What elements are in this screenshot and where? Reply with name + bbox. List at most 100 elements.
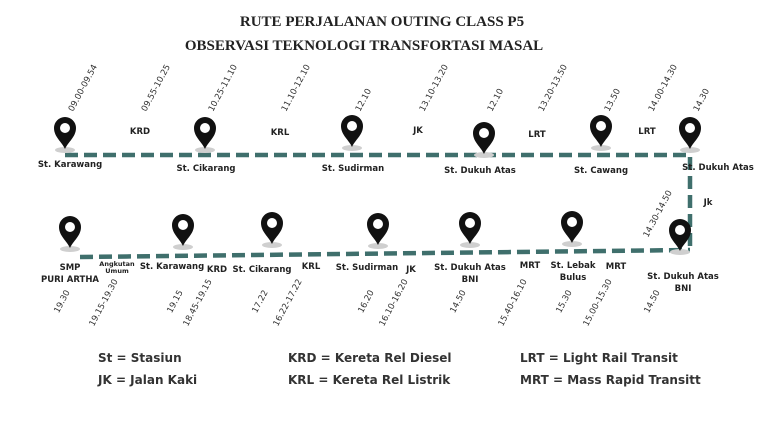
- pin-hole: [567, 217, 577, 227]
- pin-hole: [479, 128, 489, 138]
- pin-hole: [685, 123, 695, 133]
- legend-entry: LRT = Light Rail Transit: [520, 351, 678, 365]
- label-line: MRT: [606, 262, 627, 272]
- pin-shadow: [680, 147, 700, 153]
- label-line: JK: [405, 265, 416, 275]
- route: [65, 152, 693, 260]
- label: JK: [412, 126, 423, 136]
- label-line: St. Dukuh Atas: [647, 272, 719, 282]
- pin-hole: [178, 220, 188, 230]
- label-line: St. Karawang: [140, 262, 204, 272]
- pin-shadow: [562, 241, 582, 247]
- label-line: BNI: [675, 284, 692, 294]
- label-line: LRT: [638, 127, 656, 137]
- label-line: St. Cikarang: [177, 164, 236, 174]
- pin-hole: [60, 123, 70, 133]
- pin: [561, 211, 583, 247]
- label-line: Bulus: [560, 273, 587, 283]
- route-line: [79, 247, 691, 260]
- label: St. Karawang: [38, 160, 102, 170]
- label-line: JK: [412, 126, 423, 136]
- label: KRD: [207, 265, 227, 275]
- title-line: RUTE PERJALANAN OUTING CLASS P5: [240, 14, 524, 30]
- pin-shadow: [195, 147, 215, 153]
- label: St. Cikarang: [233, 265, 292, 275]
- label-line: PURI ARTHA: [41, 275, 99, 285]
- label: St. Dukuh Atas BNI: [647, 272, 719, 294]
- legend-entry: MRT = Mass Rapid Transitt: [520, 373, 701, 387]
- label: MRT: [520, 261, 541, 271]
- label-line: SMP: [60, 263, 81, 273]
- label-line: KRL: [302, 262, 321, 272]
- pin-hole: [347, 121, 357, 131]
- pin-shadow: [591, 145, 611, 151]
- label-line: St. Sudirman: [336, 263, 398, 273]
- label: KRL: [271, 128, 290, 138]
- label: Angkutan Umum: [99, 260, 135, 275]
- label: St. Sudirman: [322, 164, 384, 174]
- label-line: MRT: [520, 261, 541, 271]
- pin-hole: [65, 222, 75, 232]
- pin-hole: [267, 218, 277, 228]
- label-line: St. Karawang: [38, 160, 102, 170]
- label-line: KRD: [130, 127, 150, 137]
- legend-entry: St = Stasiun: [98, 351, 182, 365]
- pin-hole: [675, 225, 685, 235]
- pin-shadow: [262, 242, 282, 248]
- label-line: KRD: [207, 265, 227, 275]
- label-line: St. Sudirman: [322, 164, 384, 174]
- pin-shadow: [55, 147, 75, 153]
- legend-entry: KRD = Kereta Rel Diesel: [288, 351, 451, 365]
- label: JK: [405, 265, 416, 275]
- pin: [172, 214, 194, 250]
- pin: [367, 213, 389, 249]
- pin: [261, 212, 283, 248]
- label-line: St. Lebak: [550, 261, 595, 271]
- label: KRL: [302, 262, 321, 272]
- label: St. Dukuh Atas: [682, 163, 754, 173]
- label-line: Angkutan: [99, 260, 135, 268]
- label-line: St. Dukuh Atas: [444, 166, 516, 176]
- pin-shadow: [460, 242, 480, 248]
- pin-shadow: [60, 246, 80, 252]
- label-line: St. Dukuh Atas: [434, 263, 506, 273]
- label-line: BNI: [462, 275, 479, 285]
- label: LRT: [528, 130, 546, 140]
- pin-shadow: [342, 145, 362, 151]
- title-line: OBSERVASI TEKNOLOGI TRANSFORTASI MASAL: [185, 38, 543, 54]
- pin-hole: [465, 218, 475, 228]
- label-line: Jk: [703, 198, 713, 208]
- label: St. Dukuh Atas: [444, 166, 516, 176]
- pin: [54, 117, 76, 153]
- label-line: LRT: [528, 130, 546, 140]
- label: St. Cikarang: [177, 164, 236, 174]
- pin-shadow: [173, 244, 193, 250]
- label: St. Dukuh Atas BNI: [434, 263, 506, 285]
- label: LRT: [638, 127, 656, 137]
- label: St. Karawang: [140, 262, 204, 272]
- pin-hole: [596, 121, 606, 131]
- label: MRT: [606, 262, 627, 272]
- label: KRD: [130, 127, 150, 137]
- pin: [59, 216, 81, 252]
- label-line: St. Cikarang: [233, 265, 292, 275]
- pin-shadow: [670, 249, 690, 255]
- label: St. Cawang: [574, 166, 628, 176]
- pin-hole: [200, 123, 210, 133]
- label: SMP PURI ARTHA: [41, 263, 99, 285]
- legend-entry: JK = Jalan Kaki: [97, 373, 197, 387]
- label-line: KRL: [271, 128, 290, 138]
- pin-shadow: [368, 243, 388, 249]
- pin: [473, 122, 495, 158]
- pin: [590, 115, 612, 151]
- pin: [459, 212, 481, 248]
- label-line: St. Cawang: [574, 166, 628, 176]
- label-line: St. Dukuh Atas: [682, 163, 754, 173]
- pin: [341, 115, 363, 151]
- legend-entry: KRL = Kereta Rel Listrik: [288, 373, 451, 387]
- label: St. Lebak Bulus: [550, 261, 595, 283]
- pin: [669, 219, 691, 255]
- label-line: Umum: [105, 267, 129, 275]
- label: St. Sudirman: [336, 263, 398, 273]
